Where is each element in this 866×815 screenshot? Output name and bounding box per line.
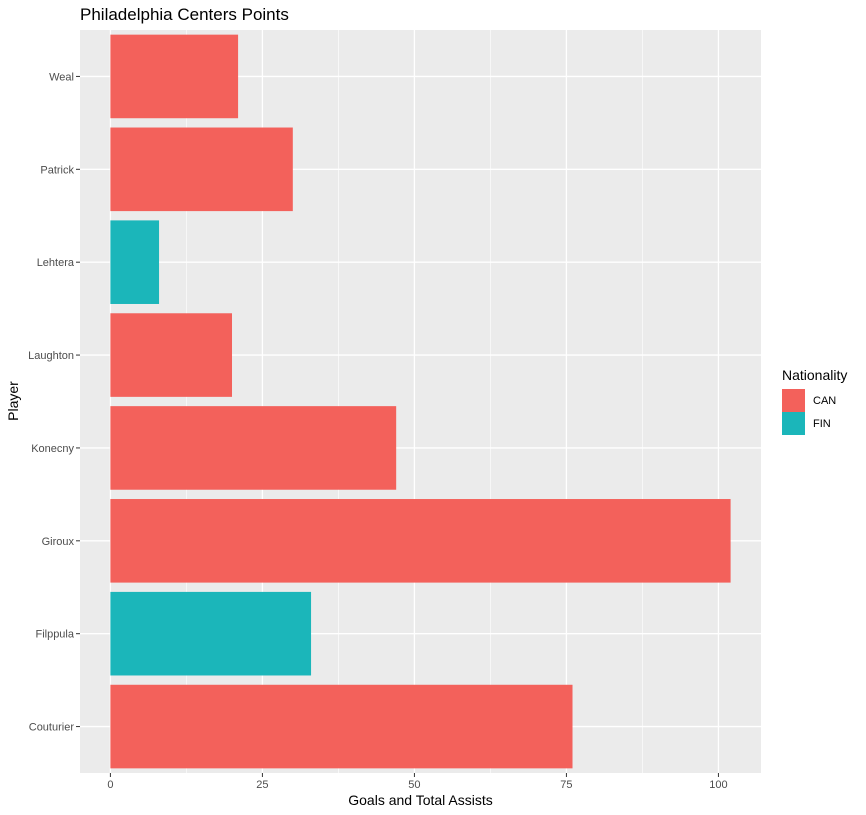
bar-laughton [110, 313, 233, 397]
y-axis-title: Player [5, 381, 21, 421]
legend-swatch-can [782, 389, 805, 412]
bar-couturier [110, 684, 573, 769]
bar-weal [110, 34, 239, 119]
legend-title: Nationality [782, 367, 847, 383]
bar-lehtera [110, 220, 160, 304]
y-tick-label: Giroux [42, 536, 75, 548]
x-axis-title: Goals and Total Assists [348, 792, 492, 808]
x-tick-label: 100 [709, 779, 727, 791]
y-tick-label: Weal [49, 71, 74, 83]
y-tick-label: Filppula [35, 629, 74, 641]
legend-label-can: CAN [813, 395, 836, 407]
bar-filppula [110, 591, 312, 676]
y-tick-label: Couturier [29, 722, 75, 734]
x-tick-label: 0 [107, 779, 113, 791]
bars [110, 34, 731, 769]
legend-swatch-fin [782, 412, 805, 435]
y-tick-label: Lehtera [37, 257, 75, 269]
y-tick-label: Laughton [28, 350, 74, 362]
bar-patrick [110, 127, 293, 212]
y-axis: Couturier Filppula Giroux Konecny Laughton Le… [28, 71, 80, 734]
x-tick-label: 25 [256, 779, 268, 791]
x-tick-label: 75 [560, 779, 572, 791]
x-axis: 0 25 50 75 100 [107, 773, 728, 791]
x-tick-label: 50 [408, 779, 420, 791]
bar-giroux [110, 499, 731, 583]
y-tick-label: Patrick [40, 164, 74, 176]
legend-label-fin: FIN [813, 418, 831, 430]
legend: Nationality CAN FIN [782, 367, 847, 435]
chart-title: Philadelphia Centers Points [80, 5, 289, 24]
bar-konecny [110, 406, 397, 490]
y-tick-label: Konecny [31, 443, 74, 455]
